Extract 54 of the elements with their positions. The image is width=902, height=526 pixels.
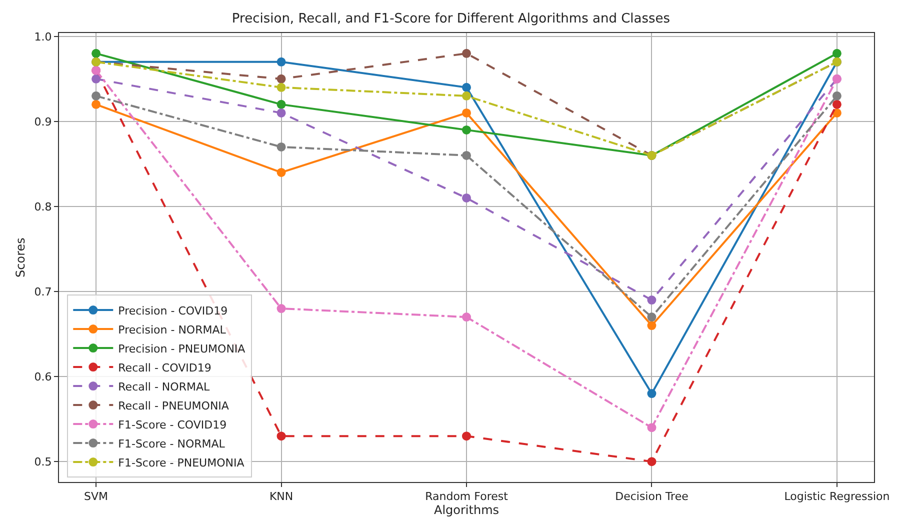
point: [647, 312, 656, 322]
point: [276, 74, 286, 84]
legend-label: Recall - NORMAL: [118, 380, 210, 394]
point: [832, 48, 842, 58]
point: [276, 304, 286, 314]
point: [647, 389, 656, 398]
point: [462, 91, 471, 100]
x-tick-label: Decision Tree: [615, 490, 689, 504]
point: [276, 108, 286, 118]
y-tick-label: 0.9: [34, 115, 52, 128]
point: [276, 82, 286, 92]
point: [92, 74, 101, 84]
legend-label: F1-Score - COVID19: [118, 418, 227, 432]
chart-title: Precision, Recall, and F1-Score for Different Algorithms and Classes: [232, 11, 670, 26]
x-tick-label: Logistic Regression: [784, 490, 890, 504]
point: [647, 296, 656, 305]
point: [276, 100, 286, 109]
point: [647, 457, 656, 466]
point: [92, 100, 101, 109]
point: [647, 321, 656, 330]
point: [462, 82, 471, 92]
legend-label: F1-Score - PNEUMONIA: [118, 456, 245, 470]
x-axis-title: Algorithms: [434, 503, 500, 518]
point: [276, 142, 286, 152]
point: [462, 125, 471, 134]
legend-label: Recall - PNEUMONIA: [118, 399, 230, 412]
legend-label: Precision - NORMAL: [118, 323, 227, 336]
x-tick-label: KNN: [269, 490, 294, 504]
point: [92, 91, 101, 100]
point: [462, 150, 471, 160]
y-tick-label: 1.0: [34, 30, 52, 44]
point: [647, 423, 656, 432]
x-tick-label: Random Forest: [425, 490, 509, 504]
point: [462, 48, 471, 58]
point: [462, 108, 471, 118]
point: [276, 432, 286, 441]
y-tick-label: 0.8: [34, 200, 52, 214]
legend-label: F1-Score - NORMAL: [118, 437, 226, 450]
point: [832, 100, 842, 109]
x-tick-label: SVM: [84, 490, 108, 504]
point: [462, 432, 471, 441]
y-axis-title: Scores: [14, 238, 28, 278]
point: [832, 91, 842, 100]
y-tick-label: 0.7: [34, 285, 52, 298]
y-tick-label: 0.5: [34, 455, 52, 468]
legend-label: Precision - PNEUMONIA: [118, 342, 246, 356]
point: [462, 312, 471, 322]
legend-label: Precision - COVID19: [118, 304, 228, 318]
point: [92, 48, 101, 58]
y-tick-label: 0.6: [34, 370, 52, 384]
point: [276, 168, 286, 177]
legend-label: Recall - COVID19: [118, 361, 212, 374]
point: [276, 57, 286, 66]
point: [462, 193, 471, 202]
